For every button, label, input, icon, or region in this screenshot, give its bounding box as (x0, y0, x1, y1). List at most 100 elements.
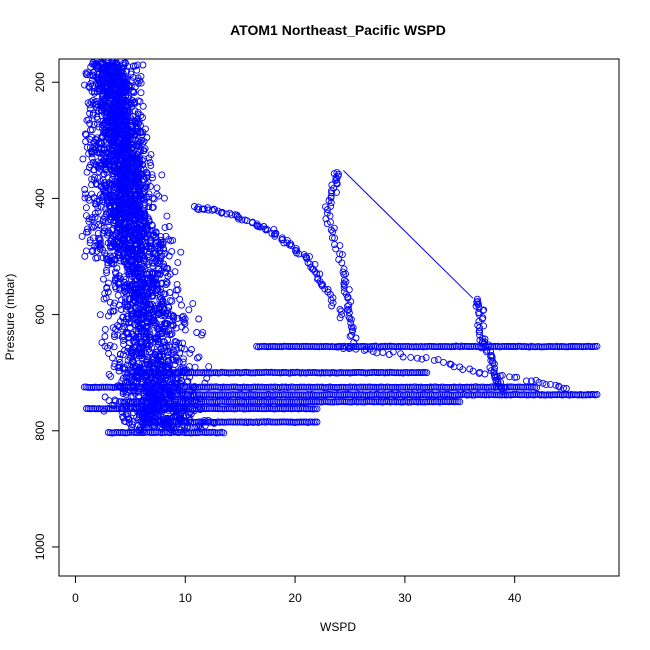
data-point (443, 391, 451, 398)
data-point (148, 204, 156, 212)
data-point (491, 391, 499, 399)
data-point (156, 310, 164, 318)
data-point (147, 309, 155, 317)
data-point (199, 329, 207, 337)
data-point (509, 383, 517, 391)
data-point (129, 289, 137, 297)
data-point (155, 192, 163, 200)
data-point (410, 383, 418, 391)
data-point (481, 370, 489, 378)
data-point (120, 229, 128, 237)
data-point (88, 154, 96, 162)
data-point (96, 239, 104, 247)
data-point (211, 206, 218, 214)
data-point (118, 296, 125, 304)
data-point (114, 124, 121, 132)
data-point (306, 418, 314, 426)
data-point (93, 197, 101, 205)
data-point (280, 418, 288, 426)
data-point (549, 391, 557, 399)
data-point (136, 398, 143, 406)
data-point (110, 102, 118, 110)
data-point (116, 221, 124, 229)
data-point (107, 137, 115, 145)
data-point (331, 234, 339, 242)
data-point (128, 383, 136, 391)
data-point (102, 252, 110, 260)
data-point (253, 391, 261, 399)
data-point (130, 98, 138, 106)
data-point (149, 307, 156, 315)
data-point (425, 342, 433, 350)
data-point (529, 391, 537, 399)
data-point (102, 383, 110, 391)
data-point (108, 235, 116, 243)
data-point (139, 147, 147, 155)
data-point (148, 383, 156, 391)
data-point (428, 343, 436, 350)
data-point (109, 307, 117, 315)
data-point (130, 285, 138, 293)
data-point (230, 383, 238, 391)
data-point (364, 383, 372, 391)
data-point (171, 337, 179, 345)
data-point (329, 228, 337, 236)
data-point (128, 423, 135, 431)
data-point (112, 111, 120, 119)
data-point (287, 242, 295, 250)
data-point (209, 398, 217, 406)
data-point (186, 349, 194, 357)
data-point (278, 369, 286, 376)
data-point (332, 245, 340, 253)
data-point (552, 381, 560, 389)
data-point (113, 264, 121, 272)
data-point (126, 296, 133, 304)
data-point (514, 342, 522, 350)
data-point (117, 144, 125, 151)
data-point (111, 113, 118, 121)
data-point (114, 322, 121, 329)
data-point (95, 78, 103, 86)
data-point (104, 312, 112, 320)
data-point (125, 146, 133, 154)
data-point (117, 429, 125, 436)
data-point (99, 254, 107, 262)
data-point (97, 383, 105, 391)
data-point (170, 383, 178, 391)
data-point (315, 383, 323, 391)
data-point (104, 88, 112, 96)
data-point (258, 391, 266, 399)
data-point (450, 391, 458, 399)
data-point (152, 249, 160, 257)
data-point (173, 286, 180, 294)
data-point (322, 215, 330, 223)
data-point (102, 186, 110, 194)
data-point (102, 126, 110, 134)
data-point (331, 369, 339, 377)
data-point (266, 405, 273, 412)
data-point (340, 276, 348, 284)
data-point (95, 242, 103, 250)
data-point (162, 281, 170, 288)
data-point (234, 391, 242, 399)
data-point (158, 279, 166, 287)
data-point (134, 151, 142, 159)
data-point (137, 350, 145, 358)
data-point (149, 292, 157, 300)
data-point (130, 224, 138, 232)
data-point (119, 171, 127, 179)
data-point (137, 122, 144, 129)
data-point (123, 110, 131, 118)
data-point (134, 327, 142, 335)
data-point (384, 391, 392, 399)
data-point (154, 369, 162, 377)
data-point (551, 391, 559, 399)
data-point (350, 369, 358, 376)
data-point (165, 223, 173, 230)
data-point (142, 222, 150, 230)
data-point (144, 293, 152, 301)
data-point (328, 189, 336, 197)
y-tick-label: 1000 (33, 533, 47, 560)
data-point (145, 253, 153, 261)
data-point (555, 383, 563, 391)
